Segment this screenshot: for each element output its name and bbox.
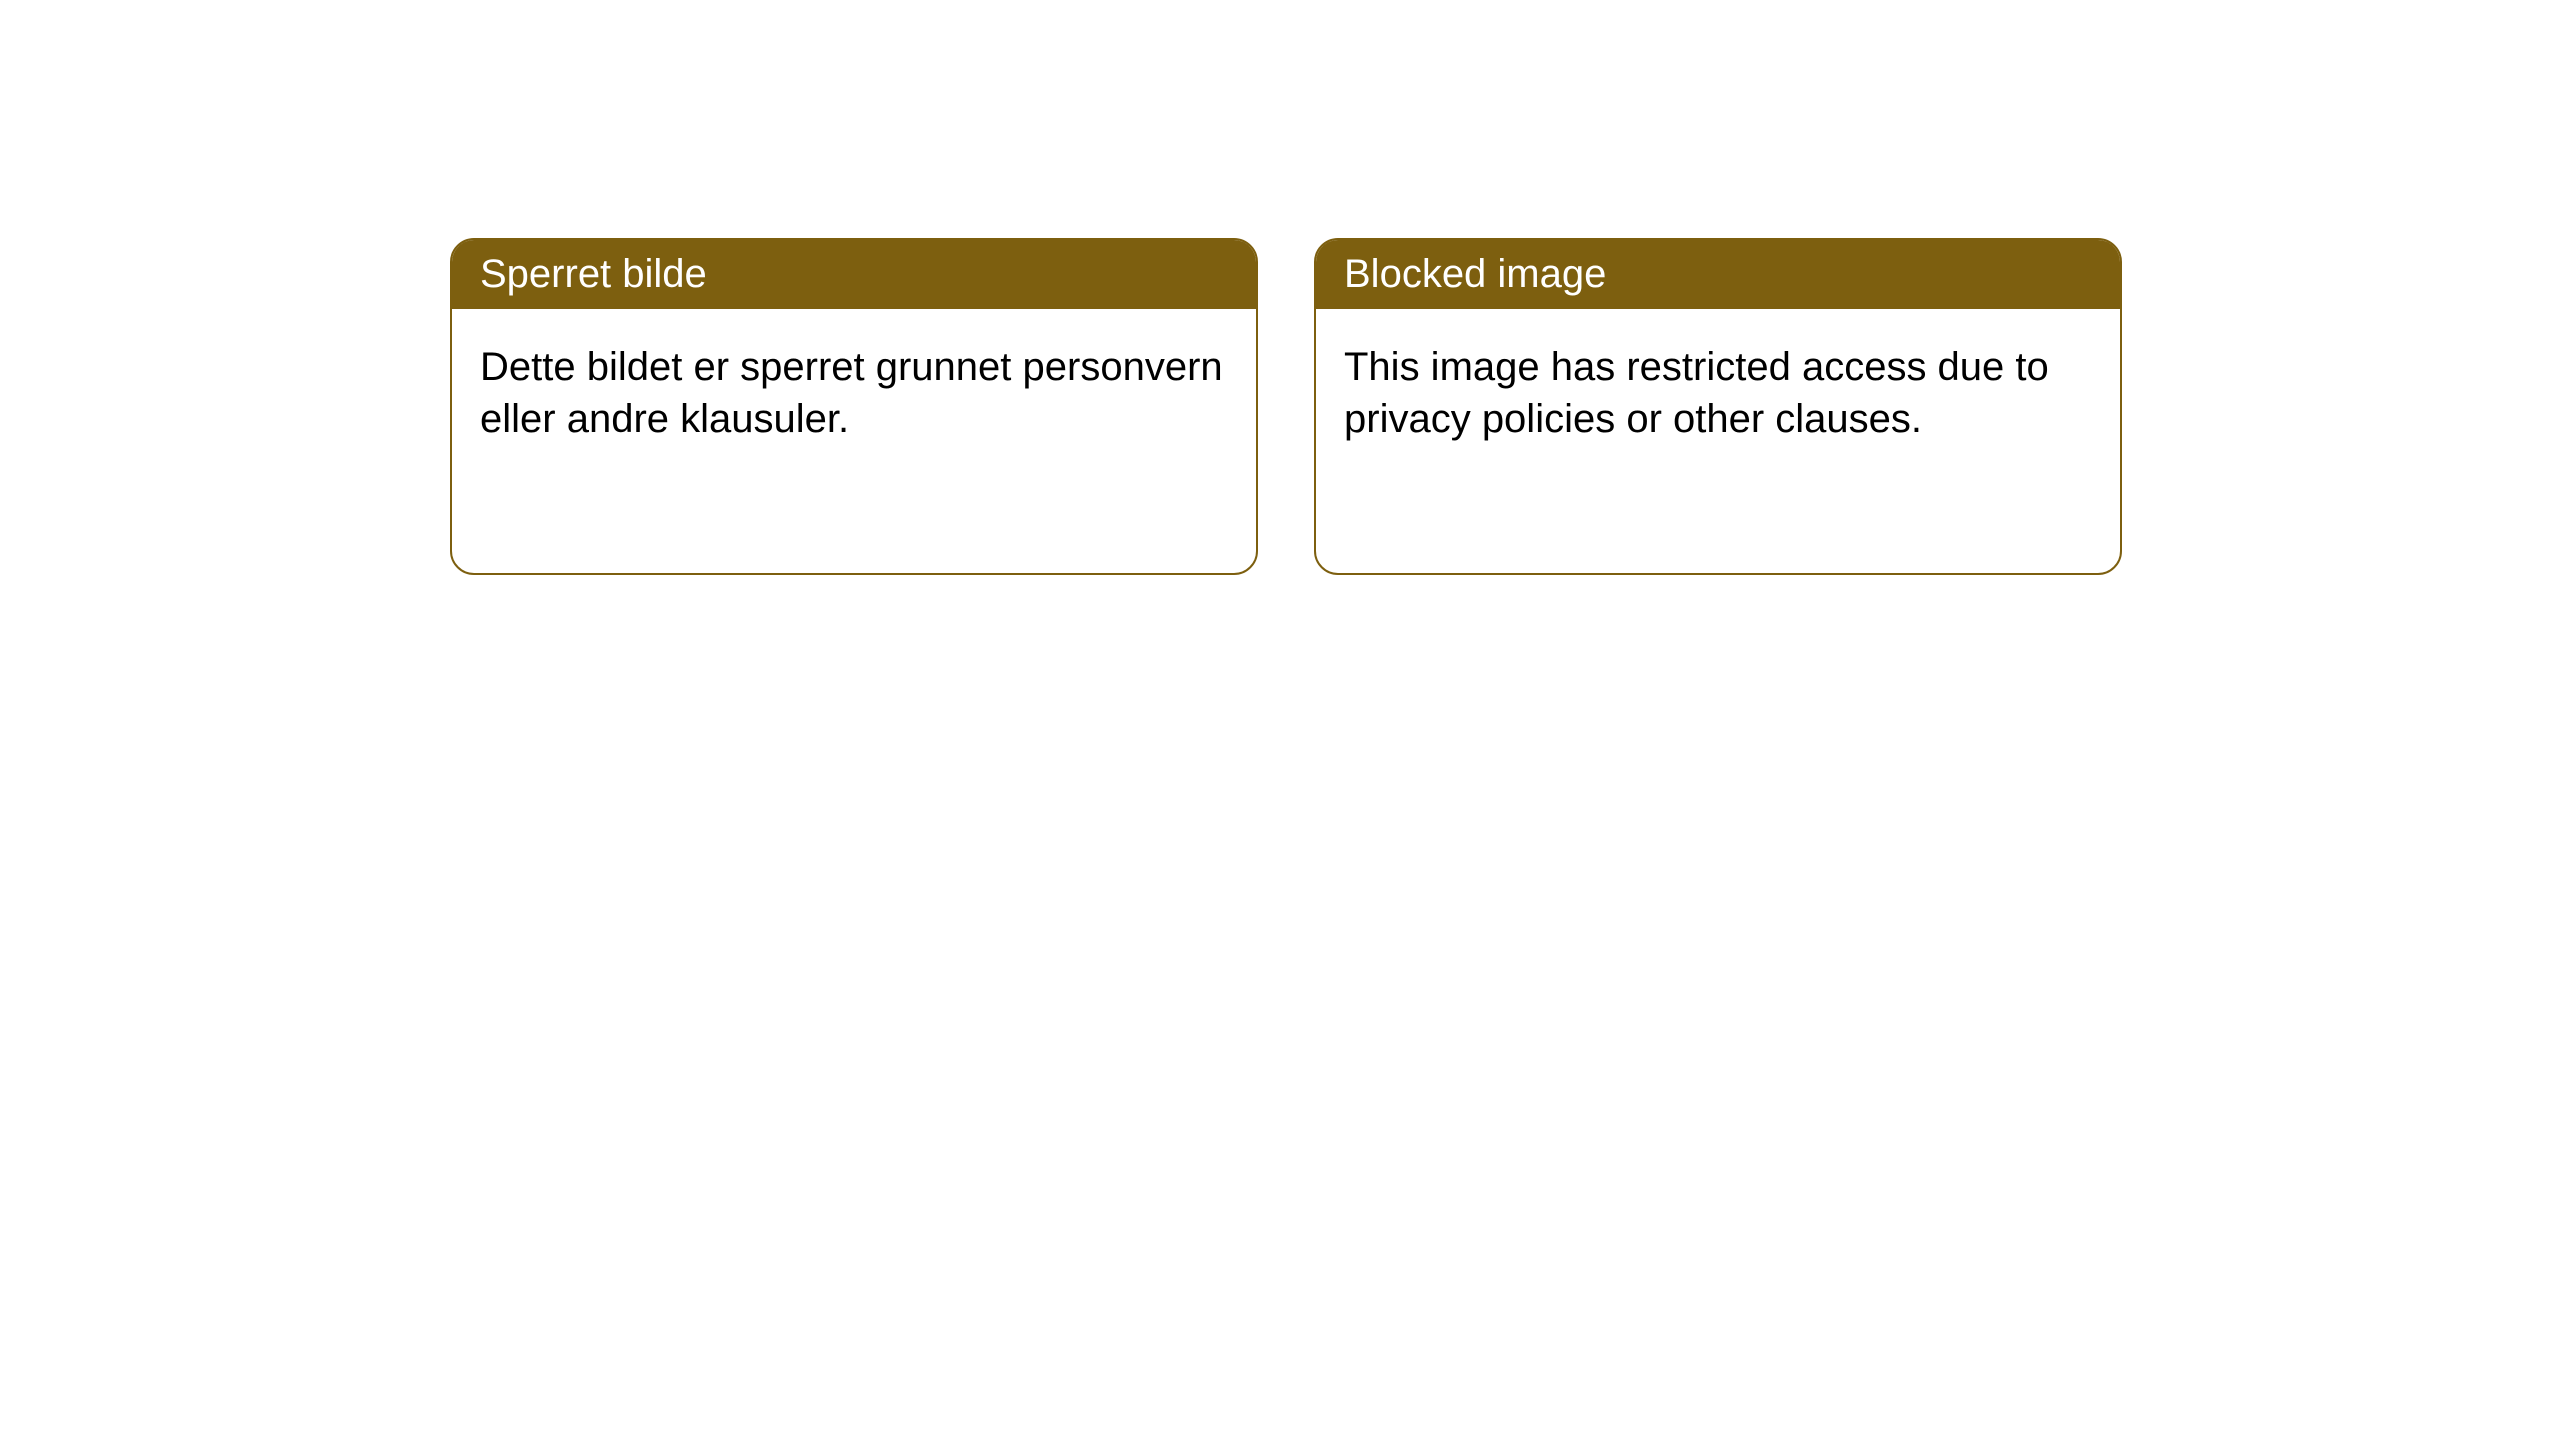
notice-card-english: Blocked image This image has restricted …	[1314, 238, 2122, 575]
notice-body: Dette bildet er sperret grunnet personve…	[452, 309, 1256, 477]
notice-body: This image has restricted access due to …	[1316, 309, 2120, 477]
notice-header: Blocked image	[1316, 240, 2120, 309]
notice-card-norwegian: Sperret bilde Dette bildet er sperret gr…	[450, 238, 1258, 575]
notice-header: Sperret bilde	[452, 240, 1256, 309]
notices-container: Sperret bilde Dette bildet er sperret gr…	[0, 0, 2560, 575]
